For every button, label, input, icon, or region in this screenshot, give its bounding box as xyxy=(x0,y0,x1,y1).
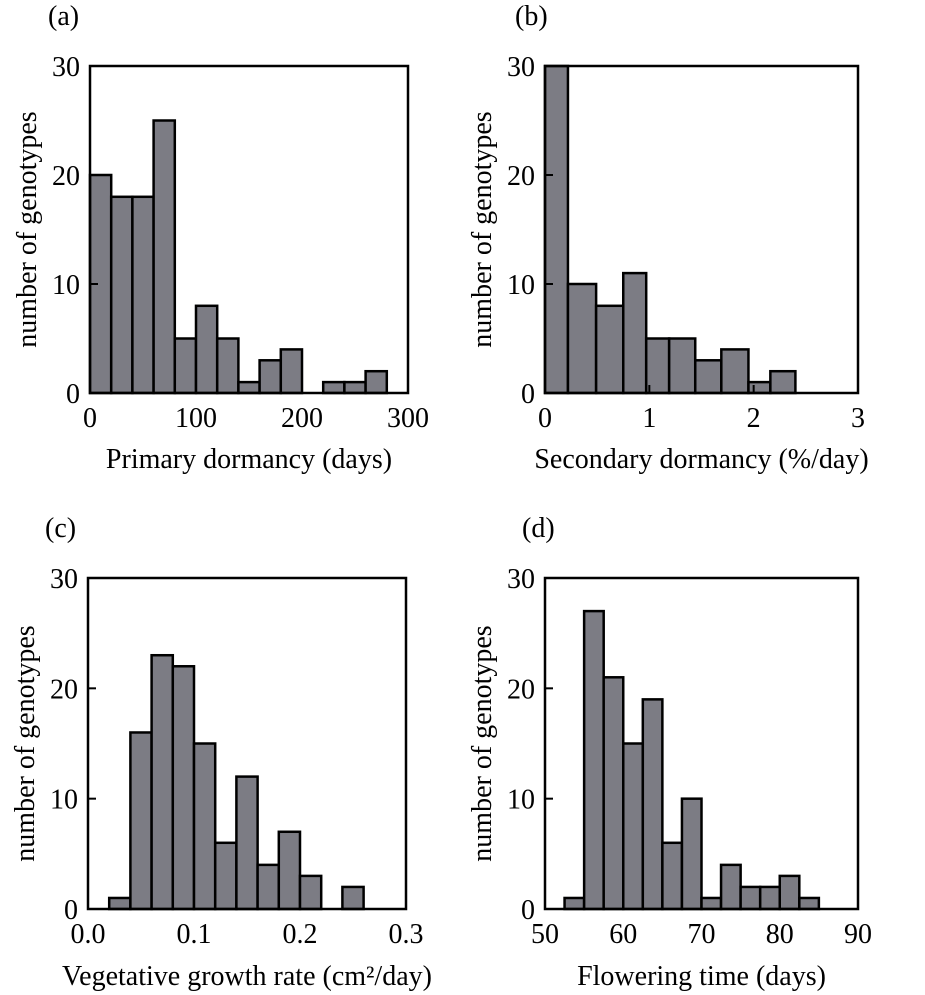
x-axis-title-d: Flowering time (days) xyxy=(577,961,826,992)
y-tick-label-c-1: 10 xyxy=(50,785,78,816)
x-tick-label-b-3: 3 xyxy=(851,403,865,434)
bar-c-8 xyxy=(235,775,259,911)
y-tick-label-a-2: 20 xyxy=(52,161,80,192)
plot-frame-a xyxy=(88,64,410,395)
bar-d-11 xyxy=(739,885,762,911)
y-axis-title-c: number of genotypes xyxy=(10,625,41,861)
bar-b-3 xyxy=(594,304,625,395)
panel-d-flowering-time: 50 60 70 80 90 0 10 20 30 (d) Flowering time (days… xyxy=(467,513,872,992)
bar-a-12 xyxy=(321,380,346,395)
y-tick-label-c-3: 30 xyxy=(50,564,78,595)
bar-b-10 xyxy=(769,369,797,395)
bar-b-5 xyxy=(644,337,671,395)
bar-d-3 xyxy=(582,609,605,911)
bar-c-2 xyxy=(107,896,132,911)
y-tick-label-d-1: 10 xyxy=(507,785,535,816)
x-tick-label-d-2: 70 xyxy=(688,919,716,950)
bar-a-2 xyxy=(109,195,134,395)
bar-c-9 xyxy=(256,863,281,911)
y-axis-title-b: number of genotypes xyxy=(467,111,498,347)
bar-c-7 xyxy=(213,841,238,911)
bar-c-3 xyxy=(129,731,153,911)
x-tick-label-a-1: 100 xyxy=(175,403,217,434)
x-tick-label-c-1: 0.1 xyxy=(177,919,212,950)
x-tick-label-b-2: 2 xyxy=(747,403,761,434)
x-axis-title-b: Secondary dormancy (%/day) xyxy=(534,444,868,475)
bar-c-10 xyxy=(277,830,302,911)
bar-b-7 xyxy=(693,359,723,395)
bar-a-5 xyxy=(173,337,198,395)
y-tick-label-b-1: 10 xyxy=(507,270,535,301)
bar-a-7 xyxy=(215,337,240,395)
bar-b-9 xyxy=(747,380,772,395)
y-axis-title-d: number of genotypes xyxy=(467,625,498,861)
plot-frame-b xyxy=(543,64,860,395)
panel-c-vegetative-growth-rate: 0.0 0.1 0.2 0.3 0 10 20 30 (c) Vegetative growth … xyxy=(10,513,432,992)
x-tick-label-a-0: 0 xyxy=(83,403,97,434)
x-tick-label-b-0: 0 xyxy=(538,403,552,434)
y-tick-label-b-3: 30 xyxy=(507,52,535,83)
bar-a-4 xyxy=(152,119,177,395)
bar-d-10 xyxy=(719,863,742,911)
y-tick-label-b-0: 0 xyxy=(521,379,535,410)
panel-label-d: (d) xyxy=(522,513,555,544)
bar-d-8 xyxy=(680,797,703,911)
y-tick-label-d-0: 0 xyxy=(521,895,535,926)
bar-a-13 xyxy=(343,380,367,395)
x-tick-label-d-3: 80 xyxy=(766,919,794,950)
bar-b-8 xyxy=(720,348,750,395)
bar-b-4 xyxy=(622,271,648,395)
bar-b-2 xyxy=(566,282,598,395)
bar-d-5 xyxy=(622,742,645,911)
y-tick-label-a-1: 10 xyxy=(52,270,80,301)
x-tick-label-d-1: 60 xyxy=(609,919,637,950)
x-tick-label-a-2: 200 xyxy=(281,403,323,434)
x-tick-label-a-3: 300 xyxy=(387,403,429,434)
bar-c-4 xyxy=(150,653,175,911)
panel-label-c: (c) xyxy=(45,513,76,544)
x-tick-label-d-0: 50 xyxy=(531,919,559,950)
panel-a-primary-dormancy: 0 100 200 300 0 10 20 30 (a) Primary dormancy (da… xyxy=(12,1,429,475)
bar-d-2 xyxy=(563,896,586,911)
bar-d-6 xyxy=(641,698,664,911)
bar-b-1 xyxy=(543,64,570,395)
bar-d-7 xyxy=(661,841,684,911)
y-tick-label-b-2: 20 xyxy=(507,161,535,192)
bar-a-10 xyxy=(279,348,304,395)
bar-a-8 xyxy=(237,380,261,395)
bar-c-11 xyxy=(298,874,323,911)
x-tick-label-c-3: 0.3 xyxy=(389,919,424,950)
y-tick-label-a-3: 30 xyxy=(52,52,80,83)
bar-c-5 xyxy=(171,665,196,911)
y-axis-title-a: number of genotypes xyxy=(12,111,43,347)
bar-a-9 xyxy=(258,359,283,395)
x-axis-title-a: Primary dormancy (days) xyxy=(106,444,392,475)
bar-a-6 xyxy=(194,304,219,395)
bar-a-3 xyxy=(131,195,155,395)
panel-label-b: (b) xyxy=(515,1,548,32)
y-tick-label-d-2: 20 xyxy=(507,674,535,705)
bar-d-13 xyxy=(778,874,801,911)
bar-b-6 xyxy=(667,337,697,395)
y-tick-label-c-2: 20 xyxy=(50,674,78,705)
bar-d-14 xyxy=(798,896,821,911)
plot-frame-c xyxy=(86,576,408,911)
bar-c-13 xyxy=(341,885,365,911)
y-tick-label-a-0: 0 xyxy=(66,379,80,410)
x-tick-label-c-2: 0.2 xyxy=(283,919,318,950)
x-tick-label-b-1: 1 xyxy=(642,403,656,434)
y-tick-label-d-3: 30 xyxy=(507,564,535,595)
bar-a-14 xyxy=(364,369,389,395)
y-tick-label-c-0: 0 xyxy=(64,895,78,926)
panel-label-a: (a) xyxy=(48,1,79,32)
x-axis-title-c: Vegetative growth rate (cm²/day) xyxy=(62,961,432,992)
x-tick-label-c-0: 0.0 xyxy=(71,919,106,950)
x-tick-label-d-4: 90 xyxy=(844,919,872,950)
bar-c-6 xyxy=(192,742,217,911)
bar-d-12 xyxy=(758,885,782,911)
bar-d-9 xyxy=(700,896,723,911)
bar-d-4 xyxy=(602,676,625,911)
